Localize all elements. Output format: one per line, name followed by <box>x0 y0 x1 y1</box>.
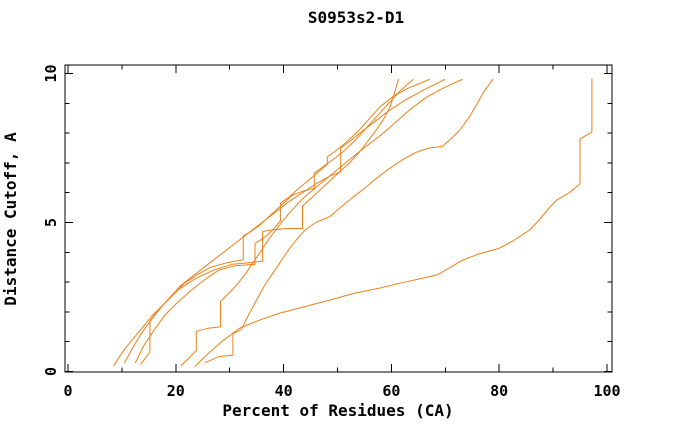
curve-6 <box>204 79 494 364</box>
x-tick-label: 80 <box>490 382 508 400</box>
x-axis-label: Percent of Residues (CA) <box>222 401 453 420</box>
y-tick-label: 10 <box>42 64 60 82</box>
chart-title: S0953s2-D1 <box>308 8 404 27</box>
axes-group: 0 20 40 60 80 100 0 5 10 <box>42 64 621 400</box>
curve-2 <box>124 79 414 364</box>
x-tick-label: 40 <box>275 382 293 400</box>
x-tick-label: 20 <box>167 382 185 400</box>
plot-frame <box>64 64 613 373</box>
curve-4 <box>140 79 446 365</box>
curves-group <box>113 78 593 367</box>
curve-7 <box>194 78 593 367</box>
curve-5 <box>180 79 463 366</box>
x-tick-label: 60 <box>382 382 400 400</box>
y-axis-label: Distance Cutoff, A <box>1 132 20 306</box>
curve-1 <box>113 79 399 366</box>
x-tick-label: 0 <box>63 382 72 400</box>
x-tick-label: 100 <box>593 382 620 400</box>
y-tick-label: 5 <box>42 218 60 227</box>
curve-3 <box>134 79 430 364</box>
y-tick-label: 0 <box>42 367 60 376</box>
